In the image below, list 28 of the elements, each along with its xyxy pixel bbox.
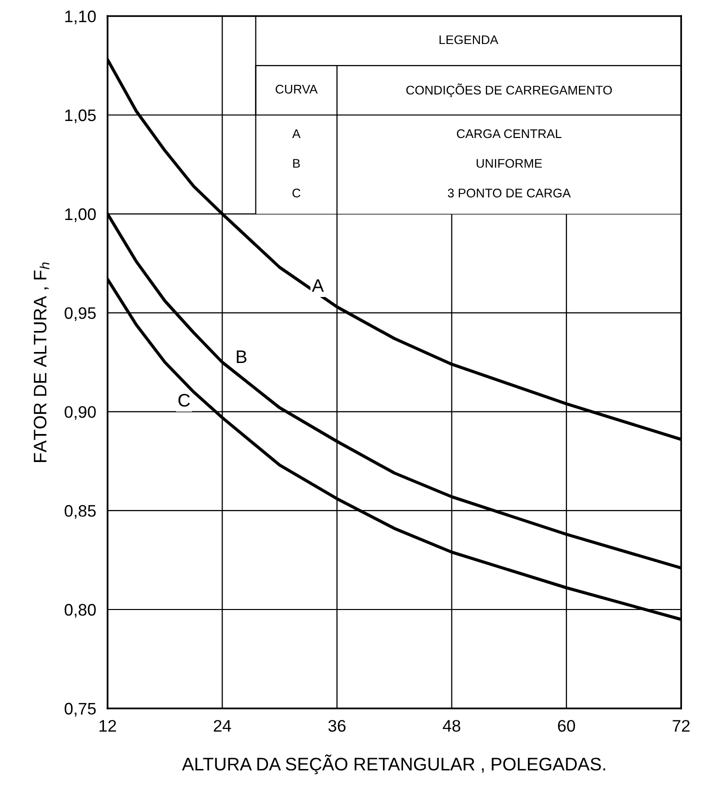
annotation: CURVA (276, 84, 318, 94)
y-tick-label: 1,00 (65, 208, 96, 222)
annotation: B (293, 159, 300, 168)
y-tick-label: 0,80 (64, 604, 96, 618)
annotation: C (178, 394, 190, 407)
x-tick-label: 36 (328, 720, 346, 732)
y-tick-label: 0,75 (64, 702, 96, 717)
x-tick-label: 12 (100, 720, 116, 732)
x-tick-label: 24 (214, 720, 232, 732)
annotation: UNIFORME (476, 158, 542, 168)
annotation: A (292, 129, 301, 138)
y-tick-label: 0,95 (64, 307, 96, 321)
x-tick-label: 60 (558, 720, 576, 732)
annotation: B (236, 350, 246, 363)
annotation: C (292, 188, 300, 198)
y-tick-label: 0,90 (64, 406, 96, 420)
x-tick-label: 48 (442, 720, 460, 732)
x-tick-label: 72 (672, 720, 690, 732)
annotation: CONDIÇÕES DE CARREGAMENTO (406, 83, 612, 98)
annotation: 3 PONTO DE CARGA (448, 188, 571, 198)
annotation: A (312, 279, 324, 292)
y-tick-label: 1,05 (65, 109, 96, 124)
y-axis-title: FATOR DE ALTURA , F$_{h}$ (34, 262, 50, 462)
annotation: LEGENDA (440, 35, 498, 44)
y-tick-label: 1,10 (65, 10, 96, 24)
x-axis-title: ALTURA DA SEÇÃO RETANGULAR , POLEGADAS. (182, 754, 606, 774)
y-tick-label: 0,85 (64, 505, 96, 519)
annotation: CARGA CENTRAL (456, 129, 562, 138)
